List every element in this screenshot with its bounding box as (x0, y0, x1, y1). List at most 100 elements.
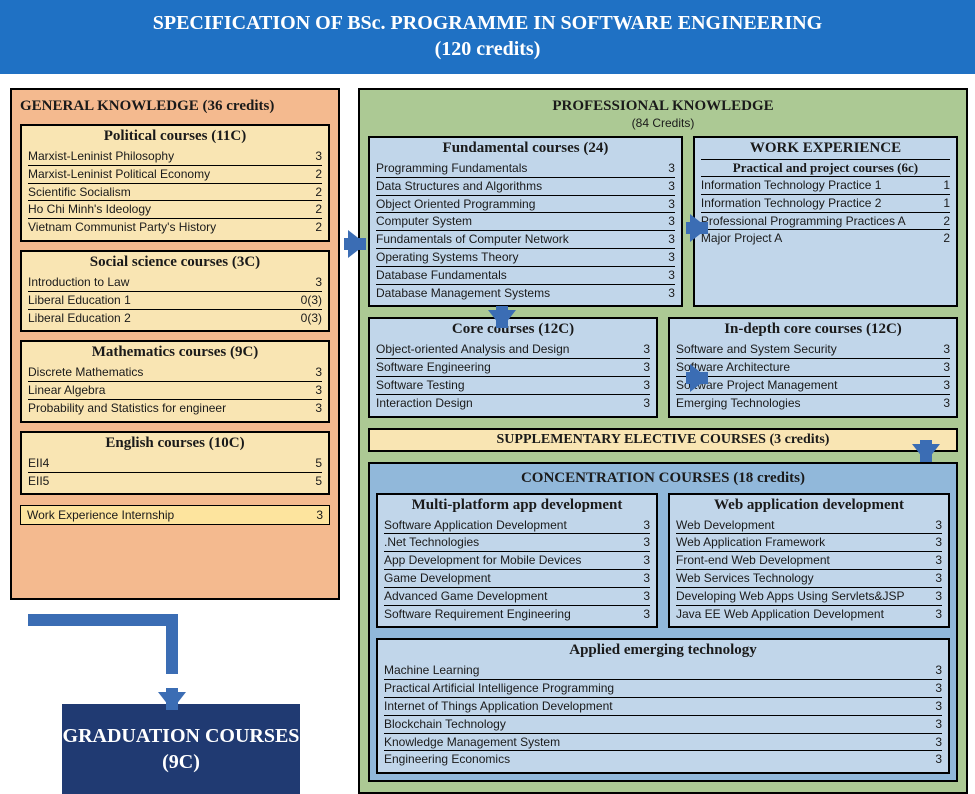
course-row: Database Fundamentals 3 (376, 267, 675, 285)
course-name: Advanced Game Development (384, 588, 620, 605)
course-credits: 2 (292, 219, 322, 236)
course-credits: 3 (645, 231, 675, 248)
arrow-icon (348, 230, 366, 258)
workexp-title: WORK EXPERIENCE (701, 138, 950, 159)
course-name: Practical Artificial Intelligence Progra… (384, 680, 912, 697)
course-row: Information Technology Practice 2 1 (701, 195, 950, 213)
course-name: Liberal Education 2 (28, 310, 292, 327)
course-row: Database Management Systems 3 (376, 285, 675, 302)
course-row: Knowledge Management System 3 (384, 734, 942, 752)
course-row: Object-oriented Analysis and Design 3 (376, 341, 650, 359)
concentration-block: CONCENTRATION COURSES (18 credits) Multi… (368, 462, 958, 783)
course-credits: 3 (912, 606, 942, 623)
graduation-label: GRADUATION COURSES (9C) (62, 723, 300, 775)
course-row: Advanced Game Development 3 (384, 588, 650, 606)
fundamental-block: Fundamental courses (24) Programming Fun… (368, 136, 683, 307)
course-name: Knowledge Management System (384, 734, 912, 751)
diagram: GENERAL KNOWLEDGE (36 credits) Political… (0, 74, 975, 794)
course-row: Developing Web Apps Using Servlets&JSP 3 (676, 588, 942, 606)
course-credits: 2 (920, 230, 950, 247)
course-credits: 3 (620, 570, 650, 587)
course-name: Database Management Systems (376, 285, 645, 302)
course-name: Probability and Statistics for engineer (28, 400, 292, 417)
course-row: Java EE Web Application Development 3 (676, 606, 942, 623)
supplementary-strip: SUPPLEMENTARY ELECTIVE COURSES (3 credit… (368, 428, 958, 452)
general-course-block: Mathematics courses (9C) Discrete Mathem… (20, 340, 330, 422)
course-name: Software Application Development (384, 517, 620, 534)
course-name: EII4 (28, 455, 292, 472)
track-title: Applied emerging technology (384, 640, 942, 662)
course-row: Introduction to Law 3 (28, 274, 322, 292)
course-name: Machine Learning (384, 662, 912, 679)
course-row: Marxist-Leninist Political Economy 2 (28, 166, 322, 184)
course-credits: 3 (292, 274, 322, 291)
course-row: Liberal Education 1 0(3) (28, 292, 322, 310)
course-name: Operating Systems Theory (376, 249, 645, 266)
course-name: Developing Web Apps Using Servlets&JSP (676, 588, 912, 605)
course-name: Java EE Web Application Development (676, 606, 912, 623)
course-name: Software Requirement Engineering (384, 606, 620, 623)
course-name: Software and System Security (676, 341, 920, 358)
course-name: Game Development (384, 570, 620, 587)
course-credits: 3 (920, 377, 950, 394)
course-row: Linear Algebra 3 (28, 382, 322, 400)
course-name: Software Project Management (676, 377, 920, 394)
course-credits: 3 (912, 588, 942, 605)
course-name: Engineering Economics (384, 751, 912, 768)
course-name: Blockchain Technology (384, 716, 912, 733)
course-name: Information Technology Practice 2 (701, 195, 920, 212)
block-title: English courses (10C) (28, 433, 322, 455)
course-row: .Net Technologies 3 (384, 534, 650, 552)
arrow-icon (158, 692, 186, 710)
course-credits: 2 (292, 201, 322, 218)
course-credits: 3 (620, 517, 650, 534)
course-name: Linear Algebra (28, 382, 292, 399)
course-credits: 3 (620, 534, 650, 551)
course-row: Software and System Security 3 (676, 341, 950, 359)
course-row: Operating Systems Theory 3 (376, 249, 675, 267)
course-credits: 3 (912, 517, 942, 534)
course-row: Programming Fundamentals 3 (376, 160, 675, 178)
course-name: Fundamentals of Computer Network (376, 231, 645, 248)
course-row: Ho Chi Minh's Ideology 2 (28, 201, 322, 219)
indepth-title: In-depth core courses (12C) (676, 319, 950, 341)
course-row: EII4 5 (28, 455, 322, 473)
course-credits: 2 (292, 184, 322, 201)
course-credits: 1 (920, 177, 950, 194)
general-course-block: Social science courses (3C) Introduction… (20, 250, 330, 332)
course-row: Fundamentals of Computer Network 3 (376, 231, 675, 249)
misc-name: Work Experience Internship (27, 508, 293, 522)
course-row: Software Testing 3 (376, 377, 650, 395)
course-credits: 3 (912, 751, 942, 768)
course-name: EII5 (28, 473, 292, 490)
course-credits: 3 (912, 534, 942, 551)
course-credits: 3 (920, 359, 950, 376)
course-row: App Development for Mobile Devices 3 (384, 552, 650, 570)
course-credits: 3 (912, 716, 942, 733)
course-credits: 3 (620, 395, 650, 412)
fundamental-title: Fundamental courses (24) (376, 138, 675, 160)
header-line2: (120 credits) (0, 36, 975, 62)
course-credits: 3 (620, 588, 650, 605)
course-name: Scientific Socialism (28, 184, 292, 201)
course-name: Major Project A (701, 230, 920, 247)
course-credits: 3 (645, 178, 675, 195)
course-row: Game Development 3 (384, 570, 650, 588)
course-name: Software Testing (376, 377, 620, 394)
indepth-block: In-depth core courses (12C) Software and… (668, 317, 958, 417)
course-name: Web Application Framework (676, 534, 912, 551)
course-credits: 3 (292, 364, 322, 381)
course-name: Information Technology Practice 1 (701, 177, 920, 194)
course-credits: 3 (645, 196, 675, 213)
block-title: Mathematics courses (9C) (28, 342, 322, 364)
workexp-block: WORK EXPERIENCE Practical and project co… (693, 136, 958, 307)
course-name: Web Development (676, 517, 912, 534)
course-row: Probability and Statistics for engineer … (28, 400, 322, 417)
general-course-block: Political courses (11C) Marxist-Leninist… (20, 124, 330, 242)
course-credits: 3 (292, 382, 322, 399)
course-name: Introduction to Law (28, 274, 292, 291)
course-row: Software Architecture 3 (676, 359, 950, 377)
arrow-icon (690, 364, 708, 392)
course-row: Software Project Management 3 (676, 377, 950, 395)
course-credits: 3 (620, 606, 650, 623)
